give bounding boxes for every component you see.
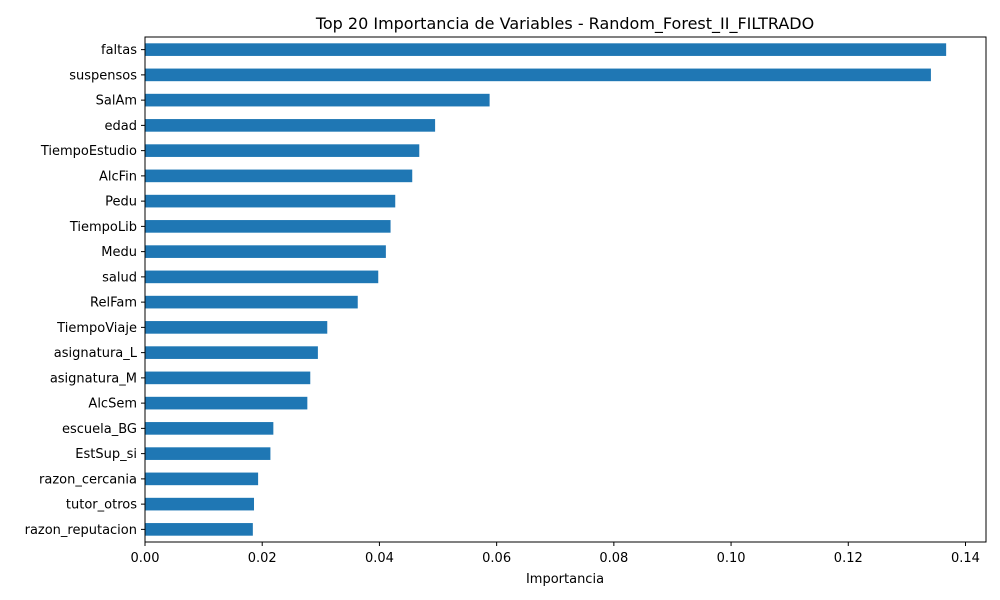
y-tick-label: RelFam	[90, 296, 137, 311]
bar-asignatura-m	[145, 371, 311, 385]
y-tick-label: edad	[105, 119, 137, 134]
bar-escuela-bg	[145, 422, 274, 435]
bar-medu	[145, 245, 386, 258]
y-tick-label: escuela_BG	[62, 422, 137, 437]
x-tick-label: 0.02	[248, 551, 277, 566]
bar-alcfin	[145, 169, 413, 183]
x-axis-label: Importancia	[526, 572, 604, 587]
bar-pedu	[145, 194, 396, 208]
x-tick-label: 0.12	[834, 551, 863, 566]
y-ticks-group: faltas suspensos SalAm edad TiempoEstudio Alc…	[25, 43, 145, 538]
y-tick-label: suspensos	[69, 68, 137, 83]
x-tick-label: 0.06	[482, 551, 511, 566]
bar-tiempoviaje	[145, 321, 328, 334]
x-tick-label: 0.00	[131, 551, 160, 566]
y-tick-label: razon_reputacion	[25, 523, 137, 538]
bar-salud	[145, 270, 379, 284]
x-tick-label: 0.10	[717, 551, 746, 566]
bar-razon-reputacion	[145, 523, 253, 536]
y-tick-label: AlcFin	[99, 169, 137, 184]
bar-estsup-si	[145, 447, 271, 460]
bar-asignatura-l	[145, 346, 318, 359]
bar-salam	[145, 93, 490, 107]
chart-title: Top 20 Importancia de Variables - Random…	[315, 14, 814, 34]
bar-suspensos	[145, 68, 931, 82]
bar-tiempoestudio	[145, 144, 420, 157]
x-tick-label: 0.08	[599, 551, 628, 566]
bar-relfam	[145, 295, 358, 309]
bar-faltas	[145, 43, 947, 56]
bar-tiempolib	[145, 220, 391, 233]
x-ticks-group: 0.00 0.02 0.04 0.06 0.08 0.10 0.12 0.14	[131, 542, 980, 566]
y-tick-label: Medu	[101, 245, 137, 260]
bar-edad	[145, 119, 436, 132]
y-tick-label: TiempoLib	[69, 220, 137, 235]
y-tick-label: TiempoViaje	[56, 321, 137, 336]
y-tick-label: AlcSem	[88, 397, 137, 412]
y-tick-label: razon_cercania	[39, 472, 137, 487]
y-tick-label: faltas	[101, 43, 137, 58]
bars-group	[145, 43, 947, 536]
y-tick-label: asignatura_M	[50, 371, 137, 386]
y-tick-label: asignatura_L	[54, 346, 138, 361]
bar-alcsem	[145, 396, 308, 410]
x-tick-label: 0.04	[365, 551, 394, 566]
y-tick-label: salud	[102, 270, 137, 285]
y-tick-label: Pedu	[105, 195, 137, 210]
y-tick-label: SalAm	[96, 94, 137, 109]
y-tick-label: TiempoEstudio	[40, 144, 137, 159]
x-tick-label: 0.14	[951, 551, 980, 566]
plot-frame	[144, 36, 987, 543]
y-tick-label: EstSup_si	[75, 447, 137, 462]
bar-razon-cercania	[145, 472, 259, 486]
y-tick-label: tutor_otros	[66, 498, 137, 513]
bar-tutor-otros	[145, 497, 255, 511]
